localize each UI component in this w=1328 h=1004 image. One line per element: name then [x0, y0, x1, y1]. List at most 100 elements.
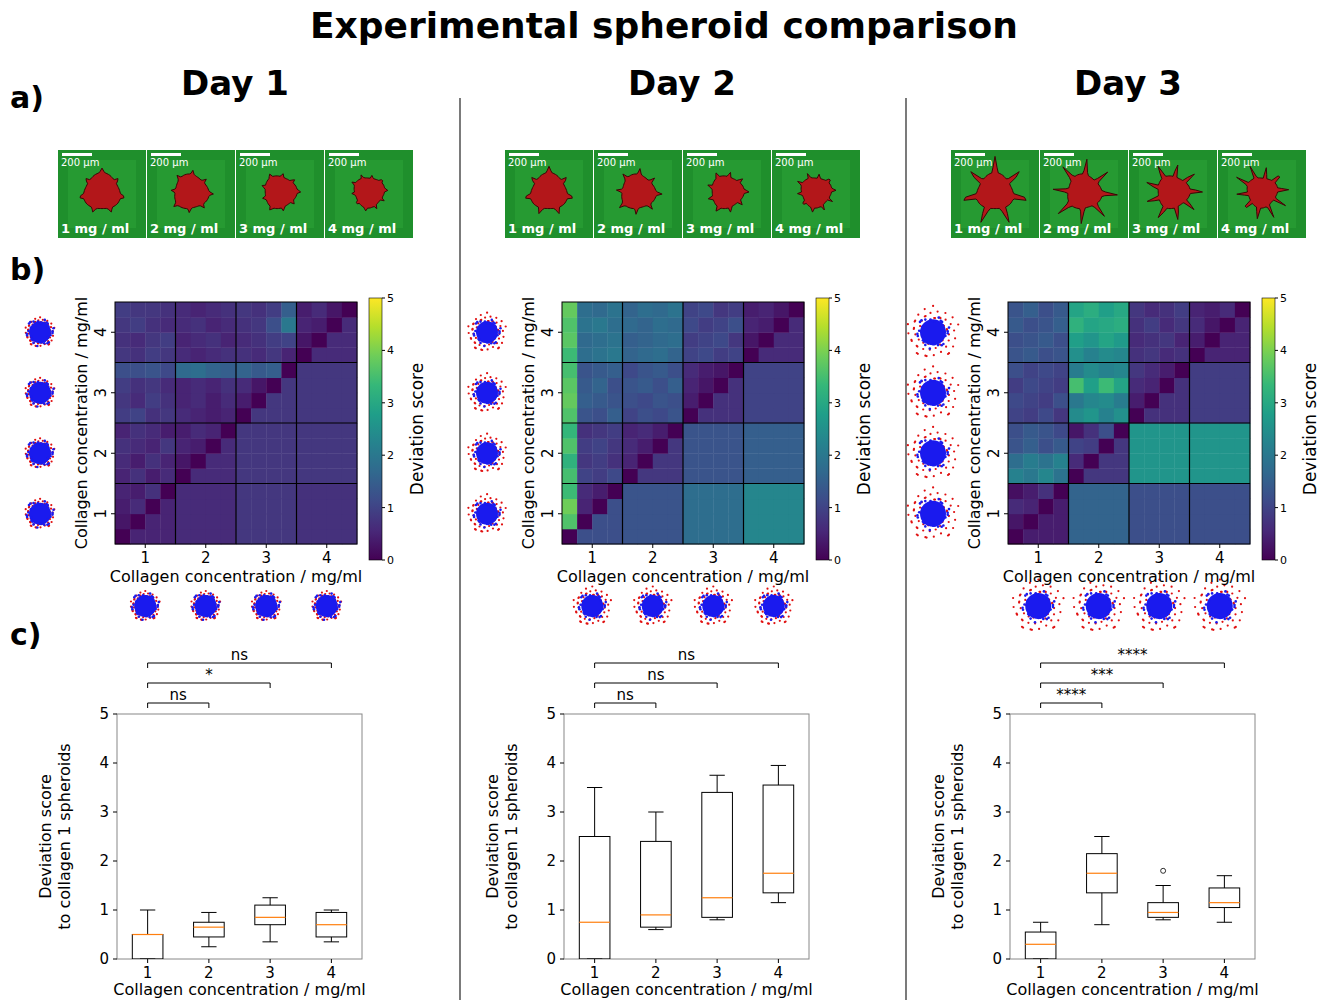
thumb-dot: [29, 381, 32, 384]
thumb-dot: [486, 493, 488, 495]
heat-cell: [266, 408, 282, 424]
thumb-dot: [256, 617, 258, 619]
thumb-core: [316, 595, 338, 617]
thumb-dot: [659, 610, 662, 613]
thumb-dot: [39, 316, 41, 318]
thumb-core: [702, 595, 724, 617]
heat-cell: [191, 499, 207, 515]
heat-cell: [577, 408, 593, 424]
spheroid-blob: [798, 174, 837, 213]
thumb-dot: [785, 611, 787, 613]
heat-cell: [176, 484, 192, 500]
thumb-dot: [700, 616, 702, 618]
heat-cell: [342, 347, 358, 363]
heat-cell: [562, 514, 578, 530]
whisker: [331, 937, 332, 942]
heat-cell: [176, 408, 192, 424]
heat-cell: [789, 317, 805, 333]
heat-cell: [281, 332, 297, 348]
heat-cell: [759, 514, 775, 530]
image-label: 1 mg / ml: [61, 221, 129, 236]
heat-cell: [713, 302, 729, 318]
thumb-dot: [27, 390, 30, 393]
thumb-dot: [605, 601, 608, 604]
whisker: [208, 937, 209, 947]
thumb-dot: [578, 607, 580, 609]
thumb-core: [134, 595, 156, 617]
thumb-dot: [668, 604, 670, 606]
thumb-dot: [474, 523, 476, 525]
thumb-dot: [46, 504, 49, 507]
thumb-dot: [321, 592, 323, 594]
heat-cell: [698, 363, 714, 379]
heat-cell: [713, 514, 729, 530]
heat-cell: [191, 393, 207, 409]
panel-letter: a): [10, 80, 44, 115]
thumb-dot: [216, 596, 218, 598]
thumb-dot: [319, 615, 322, 618]
tick-label: 4: [769, 549, 779, 567]
heat-cell: [623, 408, 639, 424]
heat-cell: [623, 363, 639, 379]
heat-cell: [176, 468, 192, 484]
thumb-dot: [27, 511, 30, 514]
heat-cell: [236, 408, 252, 424]
thumb-dot: [606, 594, 608, 596]
thumb-dot: [665, 601, 668, 604]
thumb-dot: [315, 599, 317, 601]
thumb-dot: [39, 377, 41, 379]
thumb-dot: [707, 623, 709, 625]
heat-cell: [668, 363, 684, 379]
thumb-dot: [592, 596, 595, 599]
heat-cell: [236, 468, 252, 484]
heat-cell: [115, 378, 131, 394]
thumb-dot: [52, 335, 54, 337]
thumb-dot: [467, 507, 469, 509]
heat-cell: [191, 453, 207, 469]
heat-cell: [623, 332, 639, 348]
heat-cell: [774, 453, 790, 469]
heat-cell: [653, 438, 669, 454]
thumb-dot: [251, 600, 253, 602]
thumb-dot: [154, 608, 157, 611]
heat-cell: [176, 423, 192, 439]
thumb-dot: [254, 599, 256, 601]
tick-label: 1: [92, 509, 110, 519]
thumb-dot: [262, 619, 265, 622]
spheroid-thumbnail: [573, 585, 612, 624]
heat-cell: [221, 332, 237, 348]
thumb-dot: [483, 526, 486, 529]
thumb-dot: [36, 345, 39, 348]
thumb-dot: [763, 600, 766, 603]
thumb-dot: [777, 592, 780, 595]
micrograph-bg: [782, 160, 850, 228]
thumb-dot: [603, 620, 605, 622]
thumb-dot: [39, 405, 41, 407]
heat-cell: [115, 363, 131, 379]
spheroid-blob: [352, 175, 388, 211]
thumb-dot: [49, 334, 52, 337]
thumb-dot: [190, 600, 192, 602]
thumb-dot: [193, 603, 196, 606]
thumb-dot: [30, 524, 32, 526]
thumb-dot: [498, 528, 500, 530]
thumb-dot: [326, 590, 328, 592]
heat-cell: [251, 468, 267, 484]
micrograph-bg: [505, 150, 593, 238]
thumb-dot: [599, 609, 602, 612]
thumb-dot: [213, 599, 216, 602]
micrograph: 200 µm4 mg / ml: [325, 150, 413, 238]
heat-cell: [327, 347, 343, 363]
heat-cell: [297, 423, 313, 439]
micrograph-bg: [335, 160, 403, 228]
heat-cell: [728, 484, 744, 500]
thumb-dot: [317, 617, 319, 619]
heat-cell: [312, 529, 328, 545]
heat-cell: [728, 378, 744, 394]
thumb-dot: [659, 616, 662, 619]
thumb-dot: [765, 618, 767, 620]
thumb-dot: [600, 591, 602, 593]
thumb-dot: [658, 620, 660, 622]
heat-cell: [297, 302, 313, 318]
heat-cell: [577, 423, 593, 439]
